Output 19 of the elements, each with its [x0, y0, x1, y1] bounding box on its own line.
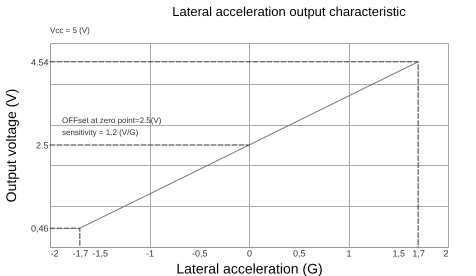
x-tick-label: -1,7: [72, 248, 88, 258]
x-tick-label: 1,5: [392, 248, 406, 258]
x-tick-label: -2: [50, 248, 59, 258]
x-tick-label: 2: [443, 248, 448, 258]
x-tick-label: 1: [346, 248, 352, 258]
annotation: OFFset at zero point=2.5(V): [62, 116, 162, 125]
x-tick-label: -0,5: [192, 248, 208, 258]
y-axis-title: Output voltage (V): [2, 88, 19, 202]
annotation: sensitivity = 1.2 (V/G): [62, 128, 139, 137]
y-tick-label: 2.5: [36, 140, 48, 150]
x-tick-label: 0: [246, 248, 252, 258]
x-tick-label: 0,5: [292, 248, 306, 258]
chart-title: Lateral acceleration output characteristic: [172, 4, 406, 19]
y-tick-label: 4.54: [30, 57, 48, 68]
y-tick-label: 0,46: [30, 224, 48, 234]
x-tick-label: -1: [146, 248, 154, 258]
text: Vcc = 5 (V): [50, 26, 90, 35]
x-tick-label: 1,7: [412, 248, 425, 258]
x-tick-label: -1,5: [92, 248, 108, 258]
